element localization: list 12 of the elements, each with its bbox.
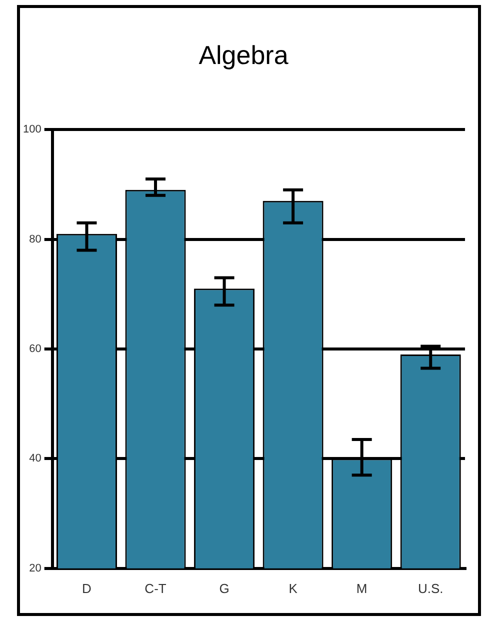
x-tick-label: G: [219, 580, 230, 596]
y-tick-label: 40: [29, 452, 42, 465]
x-tick-label: C-T: [144, 580, 166, 596]
x-tick-label: U.S.: [418, 580, 444, 596]
y-tick-label: 80: [29, 233, 42, 246]
x-tick-label: M: [356, 580, 368, 596]
x-tick-label: K: [288, 580, 298, 596]
x-tick-label: D: [82, 580, 92, 596]
y-tick-label: 20: [29, 562, 42, 574]
chart-title: Algebra: [198, 40, 290, 71]
y-tick-label: 100: [22, 124, 42, 136]
y-tick-label: 60: [29, 343, 42, 356]
